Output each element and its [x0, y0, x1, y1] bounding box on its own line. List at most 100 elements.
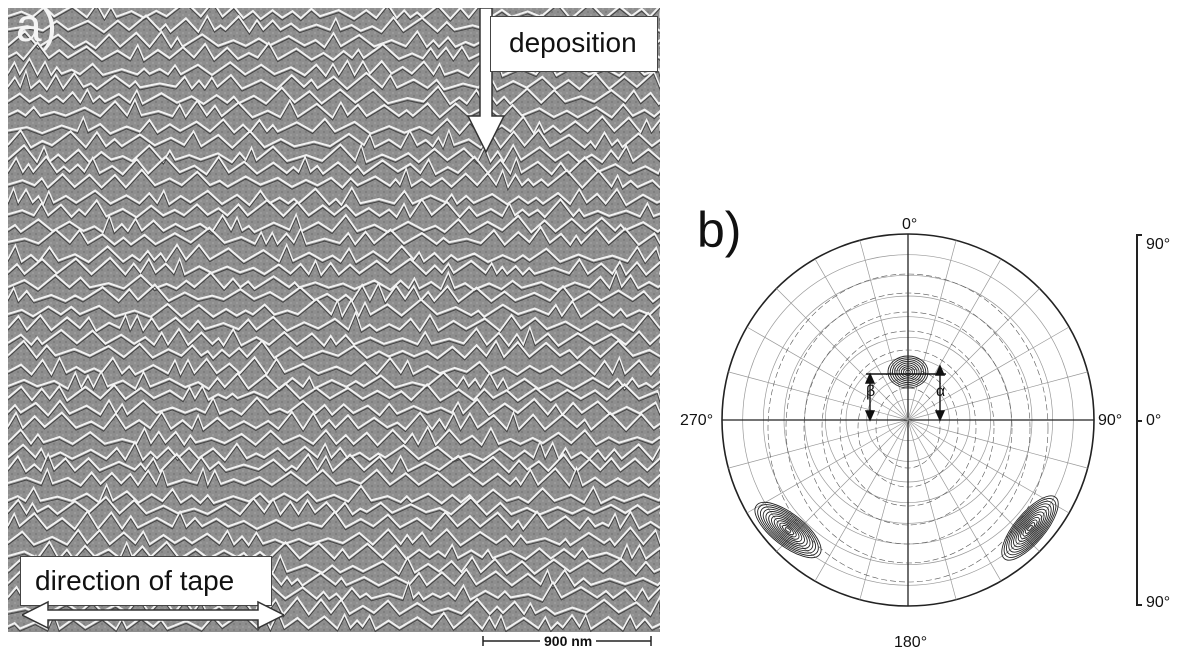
terrace-highlight	[8, 310, 660, 333]
terrace-shadow	[8, 613, 660, 632]
pole-peak-left	[757, 504, 819, 556]
terrace-highlight	[8, 439, 660, 462]
terrace-highlight	[8, 84, 660, 106]
pole-peak-top	[896, 362, 920, 382]
terrace-shadow	[8, 72, 660, 93]
tape-direction-arrow-icon	[22, 600, 284, 630]
terrace-highlight	[8, 482, 660, 505]
pole-grid-spoke	[746, 419, 909, 514]
pole-peak-top	[889, 357, 927, 387]
pole-peak-right	[1010, 506, 1050, 550]
terrace-shadow	[8, 101, 660, 121]
terrace-shadow	[8, 428, 660, 449]
terrace-highlight	[8, 128, 660, 150]
terrace-shadow	[8, 399, 660, 419]
pole-peak-top	[900, 366, 916, 378]
terrace-shadow	[8, 216, 660, 236]
terrace-shadow	[8, 88, 660, 108]
pole-peak-left	[771, 515, 805, 545]
terrace-shadow	[8, 513, 660, 533]
pole-grid-spoke	[907, 326, 1070, 421]
terrace-shadow	[8, 200, 660, 221]
pole-figure-grid	[721, 233, 1095, 607]
pole-grid-spoke	[907, 419, 1088, 469]
tilt-scale-tick-mid	[1136, 420, 1142, 422]
terrace-shadow	[8, 59, 660, 80]
terrace-highlight	[8, 97, 660, 120]
panel-b-label: b)	[697, 202, 742, 258]
pole-peak-left	[760, 506, 816, 554]
terrace-shadow	[8, 469, 660, 490]
tape-direction-label: direction of tape	[35, 565, 235, 596]
pole-background-contour	[875, 387, 941, 469]
terrace-shadow	[8, 329, 660, 350]
pole-peak-left	[762, 508, 814, 552]
terrace-highlight	[8, 425, 660, 447]
pole-peak-left	[773, 518, 803, 542]
pole-grid-spoke	[907, 288, 1040, 421]
pole-background-contour	[803, 311, 1013, 545]
terrace-highlight	[8, 166, 660, 190]
pole-peak-right	[1001, 495, 1059, 561]
pole-peak-left	[768, 513, 808, 547]
pole-grid-spoke	[728, 371, 909, 421]
pole-peak-right	[1027, 524, 1033, 532]
pole-peak-right	[1015, 511, 1045, 545]
terrace-highlight	[8, 142, 660, 165]
terrace-highlight	[8, 225, 660, 247]
pole-grid-spoke	[859, 419, 909, 600]
pole-peak-right	[1020, 516, 1040, 540]
angle-label-90: 90°	[1098, 412, 1123, 429]
tilt-scale-label-top: 90°	[1146, 236, 1171, 253]
pole-grid-spoke	[907, 419, 1070, 514]
terrace-highlight	[8, 396, 660, 417]
pole-peak-left	[776, 520, 800, 540]
alpha-label: α	[936, 383, 946, 400]
terrace-highlight	[8, 185, 660, 208]
terrace-shadow	[8, 385, 660, 404]
pole-figure	[721, 233, 1095, 607]
terrace-shadow	[8, 146, 660, 166]
terrace-shadow	[8, 273, 660, 293]
pole-peak-left	[765, 511, 811, 549]
terrace-highlight	[8, 256, 660, 278]
pole-peak-left	[754, 501, 822, 559]
pole-background-contour	[839, 349, 977, 507]
deposition-label-box: deposition	[490, 16, 658, 72]
terrace-shadow	[8, 228, 660, 248]
beta-label: β	[866, 383, 876, 400]
pole-peak-right	[1013, 508, 1047, 548]
pole-peak-left	[779, 522, 797, 538]
pole-grid-spoke	[859, 240, 909, 421]
terrace-highlight	[8, 382, 660, 402]
scale-bar-label: 900 nm	[540, 633, 597, 649]
terrace-shadow	[8, 529, 660, 549]
terrace-highlight	[8, 242, 660, 264]
terrace-highlight	[8, 269, 660, 291]
pole-peak-right	[1003, 498, 1057, 558]
terrace-shadow	[8, 486, 660, 507]
pole-peak-top	[898, 364, 918, 380]
terrace-shadow	[8, 118, 660, 137]
terrace-shadow	[8, 342, 660, 362]
terrace-highlight	[8, 410, 660, 432]
tilt-scale-label-bottom: 90°	[1146, 594, 1171, 611]
pole-peak-right	[1006, 500, 1054, 556]
terrace-shadow	[8, 131, 660, 151]
terrace-highlight	[8, 197, 660, 220]
terrace-highlight	[8, 339, 660, 360]
pole-grid-spoke	[907, 258, 1002, 421]
terrace-highlight	[8, 281, 660, 304]
tilt-scale-tick-bottom	[1136, 604, 1142, 606]
terrace-highlight	[8, 325, 660, 348]
pole-grid-spoke	[728, 419, 909, 469]
tilt-scale-label-mid: 0°	[1146, 412, 1162, 429]
pole-grid-spoke	[746, 326, 909, 421]
terrace-shadow	[8, 246, 660, 266]
pole-background-contour	[821, 330, 995, 526]
terrace-shadow	[8, 455, 660, 476]
tilt-scale-tick-top	[1136, 234, 1142, 236]
pole-peak-top	[903, 367, 913, 377]
pole-grid-spoke	[907, 371, 1088, 421]
pole-peak-left	[784, 527, 792, 533]
